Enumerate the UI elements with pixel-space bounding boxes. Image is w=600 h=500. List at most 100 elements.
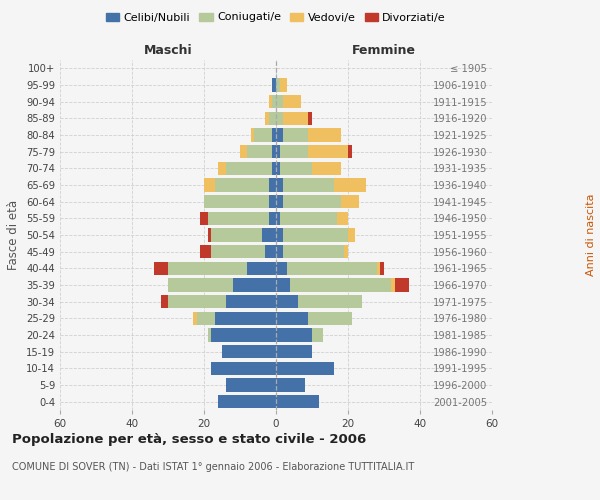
Text: Femmine: Femmine bbox=[352, 44, 416, 57]
Bar bbox=[276, 345, 312, 358]
Bar bbox=[276, 395, 319, 408]
Bar bbox=[168, 262, 247, 275]
Bar bbox=[193, 312, 197, 325]
Bar bbox=[247, 145, 272, 158]
Text: Maschi: Maschi bbox=[143, 44, 193, 57]
Bar bbox=[226, 378, 276, 392]
Bar bbox=[272, 78, 276, 92]
Bar bbox=[215, 312, 276, 325]
Bar bbox=[344, 245, 348, 258]
Bar bbox=[308, 145, 348, 158]
Bar bbox=[308, 312, 352, 325]
Bar bbox=[380, 262, 384, 275]
Bar bbox=[276, 245, 283, 258]
Bar bbox=[272, 162, 276, 175]
Bar bbox=[348, 145, 352, 158]
Text: Anni di nascita: Anni di nascita bbox=[586, 194, 596, 276]
Bar bbox=[377, 262, 380, 275]
Bar bbox=[276, 112, 283, 125]
Bar bbox=[283, 228, 348, 241]
Bar bbox=[276, 178, 283, 192]
Bar bbox=[211, 245, 265, 258]
Bar bbox=[215, 178, 269, 192]
Bar bbox=[276, 262, 287, 275]
Bar bbox=[240, 145, 247, 158]
Bar bbox=[276, 162, 280, 175]
Bar bbox=[348, 228, 355, 241]
Bar bbox=[283, 245, 344, 258]
Bar bbox=[341, 195, 359, 208]
Bar bbox=[395, 278, 409, 291]
Bar bbox=[298, 295, 362, 308]
Bar bbox=[276, 128, 283, 141]
Bar bbox=[269, 178, 276, 192]
Bar bbox=[334, 178, 366, 192]
Bar bbox=[337, 212, 348, 225]
Bar bbox=[265, 112, 269, 125]
Bar bbox=[262, 228, 276, 241]
Legend: Celibi/Nubili, Coniugati/e, Vedovi/e, Divorziati/e: Celibi/Nubili, Coniugati/e, Vedovi/e, Di… bbox=[101, 8, 451, 27]
Bar bbox=[276, 95, 283, 108]
Text: COMUNE DI SOVER (TN) - Dati ISTAT 1° gennaio 2006 - Elaborazione TUTTITALIA.IT: COMUNE DI SOVER (TN) - Dati ISTAT 1° gen… bbox=[12, 462, 414, 472]
Bar bbox=[276, 362, 334, 375]
Bar bbox=[280, 78, 287, 92]
Text: Popolazione per età, sesso e stato civile - 2006: Popolazione per età, sesso e stato civil… bbox=[12, 432, 366, 446]
Bar bbox=[161, 295, 168, 308]
Bar bbox=[272, 95, 276, 108]
Bar bbox=[222, 345, 276, 358]
Bar bbox=[280, 145, 308, 158]
Bar bbox=[204, 195, 269, 208]
Bar bbox=[276, 78, 280, 92]
Bar bbox=[308, 112, 312, 125]
Bar bbox=[283, 128, 308, 141]
Bar bbox=[276, 378, 305, 392]
Bar bbox=[312, 162, 341, 175]
Bar bbox=[276, 195, 283, 208]
Bar bbox=[254, 128, 272, 141]
Bar bbox=[269, 112, 276, 125]
Bar bbox=[208, 228, 211, 241]
Bar bbox=[154, 262, 168, 275]
Bar bbox=[312, 328, 323, 342]
Bar bbox=[265, 245, 276, 258]
Bar bbox=[272, 128, 276, 141]
Bar bbox=[276, 145, 280, 158]
Bar bbox=[276, 312, 308, 325]
Bar bbox=[308, 128, 341, 141]
Bar bbox=[276, 295, 298, 308]
Bar bbox=[197, 312, 215, 325]
Bar bbox=[280, 162, 312, 175]
Bar bbox=[168, 278, 233, 291]
Bar bbox=[251, 128, 254, 141]
Bar bbox=[290, 278, 391, 291]
Bar bbox=[211, 328, 276, 342]
Bar bbox=[272, 145, 276, 158]
Bar bbox=[211, 228, 262, 241]
Bar bbox=[233, 278, 276, 291]
Bar bbox=[208, 212, 269, 225]
Bar bbox=[218, 162, 226, 175]
Bar bbox=[283, 112, 308, 125]
Bar bbox=[283, 95, 301, 108]
Bar bbox=[280, 212, 337, 225]
Bar bbox=[287, 262, 377, 275]
Bar bbox=[283, 178, 334, 192]
Bar bbox=[211, 362, 276, 375]
Bar bbox=[283, 195, 341, 208]
Bar bbox=[269, 212, 276, 225]
Bar bbox=[204, 178, 215, 192]
Bar bbox=[269, 195, 276, 208]
Bar bbox=[226, 162, 272, 175]
Bar bbox=[276, 328, 312, 342]
Bar bbox=[208, 328, 211, 342]
Bar bbox=[200, 245, 211, 258]
Bar bbox=[168, 295, 226, 308]
Bar bbox=[276, 228, 283, 241]
Y-axis label: Fasce di età: Fasce di età bbox=[7, 200, 20, 270]
Bar bbox=[200, 212, 208, 225]
Bar bbox=[226, 295, 276, 308]
Bar bbox=[247, 262, 276, 275]
Bar bbox=[391, 278, 395, 291]
Bar bbox=[276, 278, 290, 291]
Bar bbox=[269, 95, 272, 108]
